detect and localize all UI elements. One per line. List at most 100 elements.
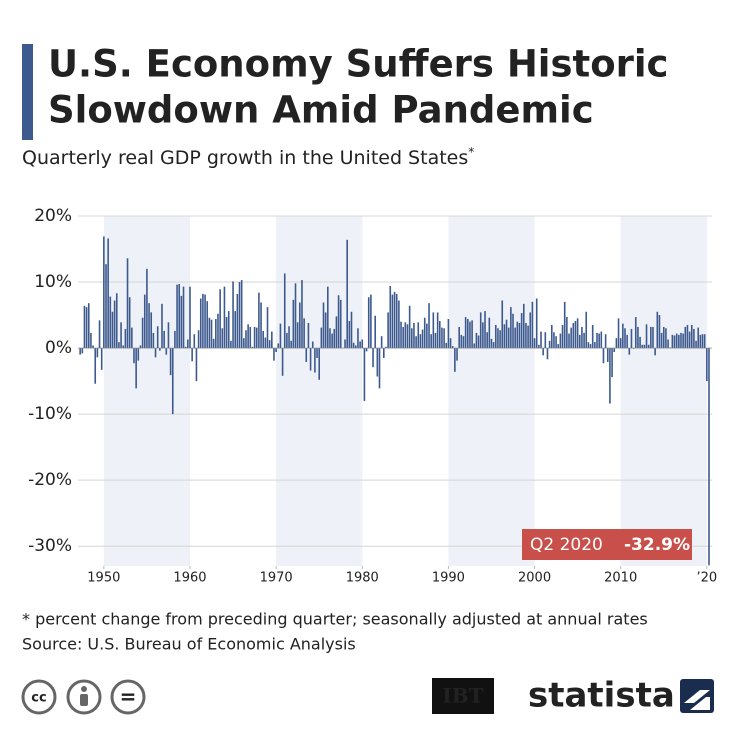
bar [520, 313, 523, 349]
bar [662, 326, 665, 349]
bar [146, 268, 148, 349]
bar [176, 284, 178, 349]
y-tick-label: -10% [28, 404, 72, 424]
bar [426, 323, 428, 349]
bar [542, 348, 544, 356]
bar [197, 330, 200, 349]
bar [628, 348, 631, 355]
bar [678, 334, 680, 349]
bar [124, 328, 127, 349]
bar [553, 332, 555, 349]
bar [488, 317, 491, 349]
bar [126, 258, 129, 349]
bar [469, 321, 471, 349]
bar [182, 286, 185, 349]
bar [591, 324, 594, 349]
bar [630, 328, 633, 349]
bar [507, 327, 510, 349]
x-tick-label: 1980 [346, 571, 379, 586]
bar [314, 348, 316, 373]
by-icon-body [80, 694, 88, 706]
bar [148, 303, 150, 349]
bar [706, 348, 708, 382]
bar [161, 303, 163, 349]
bar [589, 344, 592, 349]
bar [243, 338, 245, 349]
bar [184, 346, 187, 349]
bar [503, 324, 506, 349]
bar [335, 316, 338, 349]
bar [540, 331, 542, 349]
bar [669, 347, 672, 349]
bar [400, 321, 402, 349]
x-tick-label: 2000 [518, 571, 551, 586]
annotation-box [522, 529, 692, 560]
bar [81, 348, 84, 354]
bar [307, 322, 310, 349]
annotation-value: -32.9% [624, 535, 690, 555]
bar [458, 326, 460, 349]
bar [451, 346, 454, 349]
bar [372, 348, 374, 368]
bar [471, 320, 473, 349]
bar [622, 323, 624, 349]
bar [695, 340, 697, 349]
bar [344, 339, 346, 349]
bar [87, 303, 90, 349]
bar [156, 326, 159, 349]
partner-logo-text: IBT [442, 684, 483, 708]
decade-band [620, 216, 707, 566]
bar [260, 302, 262, 349]
by-icon [66, 679, 102, 715]
bar [434, 332, 437, 349]
bar [385, 346, 387, 349]
y-tick-label: -30% [28, 536, 72, 556]
bar [359, 341, 361, 349]
bar [374, 315, 376, 349]
x-tick-label: 1960 [173, 571, 206, 586]
bar [667, 339, 669, 349]
bar [268, 340, 271, 349]
bar [438, 321, 441, 349]
bar [193, 334, 196, 349]
bar [391, 294, 394, 349]
bar [680, 332, 682, 349]
bar [518, 322, 521, 349]
bar [363, 348, 366, 401]
bar [587, 342, 590, 349]
bar [303, 318, 305, 349]
bar [688, 331, 691, 349]
x-tick-label: 1990 [432, 571, 465, 586]
bar [413, 322, 415, 349]
bar [357, 328, 359, 349]
bar [535, 298, 538, 349]
bar [658, 315, 661, 349]
bar [367, 297, 370, 349]
bar [568, 333, 570, 349]
bar [370, 294, 372, 349]
bar [555, 336, 557, 349]
x-tick-label: ’20 [696, 571, 717, 586]
bar [292, 299, 295, 349]
bar [378, 348, 381, 389]
bar [561, 324, 564, 349]
bar [327, 286, 329, 349]
bar [322, 302, 325, 349]
brand-mark-stripe [684, 690, 710, 710]
bar [428, 303, 430, 349]
bar [286, 332, 288, 349]
bar [281, 348, 284, 376]
bar [417, 322, 420, 349]
bar [650, 326, 652, 349]
bar [174, 330, 176, 349]
bar [432, 312, 435, 349]
bar [613, 348, 616, 353]
bar [296, 322, 299, 349]
bar [497, 328, 499, 349]
bar [318, 348, 320, 380]
bar [578, 334, 581, 349]
bar [111, 311, 114, 349]
bar [550, 324, 553, 349]
bar [529, 312, 532, 349]
